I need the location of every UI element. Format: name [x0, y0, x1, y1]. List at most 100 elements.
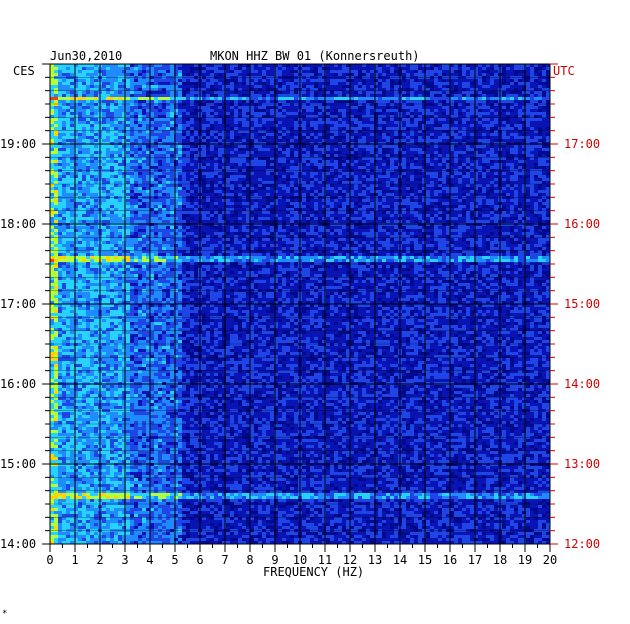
spectrogram-cell — [370, 232, 374, 235]
spectrogram-cell — [534, 163, 538, 166]
spectrogram-cell — [426, 109, 430, 112]
spectrogram-cell — [126, 115, 130, 118]
spectrogram-cell — [174, 157, 178, 160]
spectrogram-cell — [78, 79, 82, 82]
spectrogram-cell — [438, 232, 442, 235]
spectrogram-cell — [226, 193, 230, 196]
spectrogram-cell — [246, 109, 250, 112]
spectrogram-cell — [94, 163, 98, 166]
spectrogram-cell — [358, 163, 362, 166]
spectrogram-cell — [330, 79, 334, 82]
spectrogram-cell — [158, 79, 162, 82]
spectrogram-cell — [418, 148, 422, 151]
spectrogram-cell — [438, 211, 442, 214]
spectrogram-cell — [214, 175, 218, 178]
spectrogram-cell — [486, 190, 490, 193]
spectrogram-cell — [54, 157, 58, 160]
spectrogram-cell — [522, 121, 526, 124]
spectrogram-cell — [346, 133, 350, 136]
spectrogram-cell — [354, 70, 358, 73]
spectrogram-cell — [58, 217, 62, 220]
spectrogram-cell — [438, 118, 442, 121]
spectrogram-cell — [286, 175, 290, 178]
spectrogram-cell — [470, 109, 474, 112]
spectrogram-cell — [142, 151, 146, 154]
spectrogram-cell — [274, 190, 278, 193]
spectrogram-cell — [158, 229, 162, 232]
spectrogram-cell — [378, 79, 382, 82]
spectrogram-cell — [394, 202, 398, 205]
spectrogram-cell — [94, 202, 98, 205]
spectrogram-cell — [274, 130, 278, 133]
spectrogram-cell — [142, 154, 146, 157]
spectrogram-cell — [230, 145, 234, 148]
spectrogram-cell — [522, 211, 526, 214]
spectrogram-cell — [378, 217, 382, 220]
spectrogram-cell — [406, 112, 410, 115]
spectrogram-cell — [390, 193, 394, 196]
spectrogram-cell — [190, 112, 194, 115]
spectrogram-cell — [74, 82, 78, 85]
spectrogram-cell — [222, 70, 226, 73]
spectrogram-cell — [410, 190, 414, 193]
spectrogram-cell — [506, 193, 510, 196]
spectrogram-cell — [394, 163, 398, 166]
spectrogram-cell — [110, 70, 114, 73]
spectrogram-cell — [170, 94, 174, 97]
spectrogram-cell — [322, 187, 326, 190]
spectrogram-cell — [102, 208, 106, 211]
spectrogram-cell — [266, 199, 270, 202]
spectrogram-cell — [542, 217, 546, 220]
spectrogram-cell — [210, 187, 214, 190]
spectrogram-cell — [474, 70, 478, 73]
spectrogram-cell — [82, 148, 86, 151]
spectrogram-cell — [130, 133, 134, 136]
spectrogram-cell — [62, 166, 66, 169]
spectrogram-cell — [434, 175, 438, 178]
spectrogram-cell — [134, 190, 138, 193]
spectrogram-cell — [218, 94, 222, 97]
spectrogram-cell — [510, 82, 514, 85]
spectrogram-cell — [422, 127, 426, 130]
spectrogram-cell — [506, 100, 510, 103]
spectrogram-cell — [106, 148, 110, 151]
spectrogram-cell — [250, 70, 254, 73]
spectrogram-cell — [166, 106, 170, 109]
spectrogram-cell — [406, 106, 410, 109]
spectrogram-cell — [250, 67, 254, 70]
spectrogram-cell — [146, 109, 150, 112]
spectrogram-cell — [270, 91, 274, 94]
spectrogram-cell — [378, 67, 382, 70]
spectrogram-cell — [158, 70, 162, 73]
spectrogram-cell — [194, 109, 198, 112]
spectrogram-cell — [270, 97, 274, 100]
spectrogram-cell — [162, 214, 166, 217]
spectrogram-cell — [446, 130, 450, 133]
spectrogram-cell — [114, 97, 118, 100]
spectrogram-cell — [490, 130, 494, 133]
spectrogram-cell — [78, 163, 82, 166]
spectrogram-cell — [202, 184, 206, 187]
spectrogram-cell — [206, 109, 210, 112]
spectrogram-cell — [246, 235, 250, 238]
spectrogram-cell — [534, 100, 538, 103]
spectrogram-cell — [170, 229, 174, 232]
spectrogram-cell — [462, 109, 466, 112]
spectrogram-cell — [410, 178, 414, 181]
spectrogram-cell — [494, 64, 498, 67]
spectrogram-cell — [106, 112, 110, 115]
spectrogram-cell — [314, 217, 318, 220]
spectrogram-cell — [74, 130, 78, 133]
spectrogram-cell — [358, 118, 362, 121]
spectrogram-cell — [378, 91, 382, 94]
spectrogram-cell — [166, 211, 170, 214]
spectrogram-cell — [374, 91, 378, 94]
spectrogram-cell — [66, 163, 70, 166]
spectrogram-cell — [110, 193, 114, 196]
spectrogram-cell — [494, 166, 498, 169]
spectrogram-cell — [178, 88, 182, 91]
spectrogram-cell — [178, 139, 182, 142]
spectrogram-cell — [58, 211, 62, 214]
spectrogram-cell — [58, 85, 62, 88]
spectrogram-cell — [422, 163, 426, 166]
